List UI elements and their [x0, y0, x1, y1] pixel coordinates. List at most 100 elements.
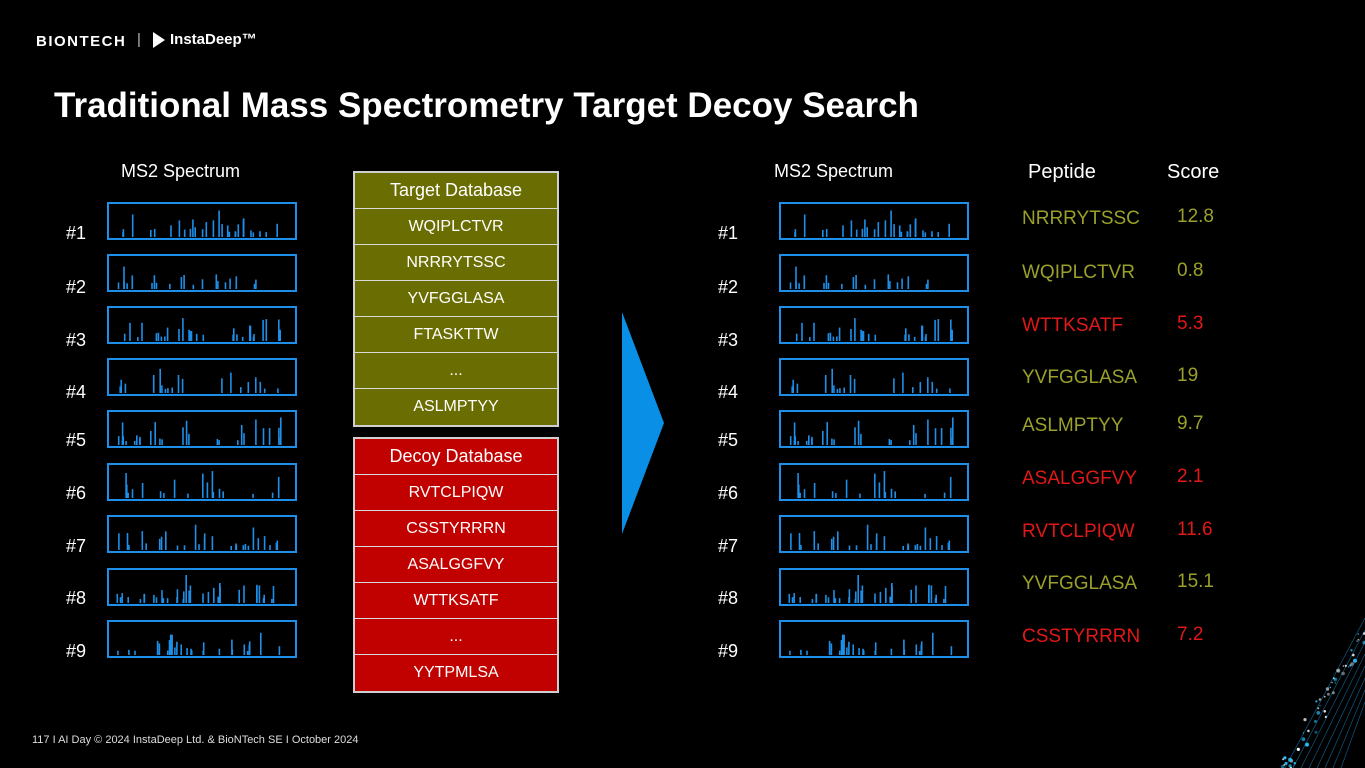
spectrum-row-label: #8: [718, 588, 739, 608]
particle-dot: [1331, 681, 1333, 684]
ms2-spectrum-plot: [779, 463, 969, 501]
particle-dot: [1326, 692, 1330, 696]
match-score: 2.1: [1177, 466, 1204, 487]
peptide-match: WTTKSATF: [1022, 315, 1123, 336]
spectrum-peaks: [117, 632, 281, 655]
particle-dot: [1314, 720, 1317, 723]
decoy-database: Decoy Database RVTCLPIQW CSSTYRRRN ASALG…: [353, 437, 559, 693]
spectrum-row-label: #3: [718, 330, 739, 350]
spectrum-row-label: #6: [718, 483, 739, 503]
spectrum-row-label: #4: [66, 382, 87, 402]
peptide-match: WQIPLCTVR: [1022, 262, 1135, 283]
decoy-db-item: YYTPMLSA: [355, 655, 557, 691]
ms2-spectrum-plot: [107, 254, 297, 292]
particle-dot: [1307, 729, 1310, 733]
target-db-item: NRRRYTSSC: [355, 245, 557, 281]
ms2-spectrum-plot: [107, 463, 297, 501]
particle-dot: [1303, 718, 1307, 722]
particle-dot: [1350, 649, 1353, 652]
particle-dot: [1341, 671, 1345, 676]
peptide-match: YVFGGLASA: [1022, 367, 1138, 388]
ms2-spectrum-plot: [779, 410, 969, 448]
instadeep-logo-text: InstaDeep™: [170, 31, 257, 48]
spectrum-row-label: #4: [718, 382, 739, 402]
spectrum-peaks: [789, 266, 929, 289]
decoy-db-item: CSSTYRRRN: [355, 511, 557, 547]
spectrum-peaks: [123, 318, 281, 341]
particle-line: [1292, 629, 1365, 768]
ms2-spectrum-plot: [107, 568, 297, 606]
peptide-match: CSSTYRRRN: [1022, 626, 1141, 647]
ms2-spectrum-plot: [107, 202, 297, 240]
particle-dot: [1334, 681, 1337, 684]
particle-dot: [1315, 700, 1318, 703]
right-arrow-icon: [622, 312, 664, 534]
footer-text: 117 I AI Day © 2024 InstaDeep Ltd. & Bio…: [32, 734, 359, 746]
particle-dot: [1297, 748, 1300, 751]
spectrum-peaks: [790, 524, 951, 550]
match-score: 0.8: [1177, 260, 1204, 281]
match-score: 19: [1177, 365, 1199, 386]
left-ms2-header: MS2 Spectrum: [121, 161, 241, 181]
particle-dot: [1288, 764, 1292, 768]
ms2-spectrum-plot: [779, 620, 969, 658]
decoy-db-item: WTTKSATF: [355, 583, 557, 619]
target-db-item: ...: [355, 353, 557, 389]
spectrum-row-label: #5: [718, 430, 739, 450]
right-ms2-header: MS2 Spectrum: [774, 161, 894, 181]
match-score: 9.7: [1177, 413, 1204, 434]
spectrum-row-label: #3: [66, 330, 87, 350]
particle-dot: [1282, 758, 1285, 761]
ms2-spectrum-plot: [107, 410, 297, 448]
spectrum-row-label: #9: [718, 641, 739, 661]
particle-dot: [1319, 704, 1321, 707]
spectrum-peaks: [789, 632, 953, 655]
ms2-spectrum-plot: [107, 620, 297, 658]
particle-line: [1300, 641, 1365, 768]
spectrum-row-label: #7: [66, 536, 87, 556]
target-database: Target Database WQIPLCTVR NRRRYTSSC YVFG…: [353, 171, 559, 427]
ms2-spectrum-plot: [779, 254, 969, 292]
spectrum-peaks: [125, 471, 280, 498]
ms2-spectrum-plot: [779, 202, 969, 240]
particle-dot: [1317, 707, 1320, 710]
spectrum-row-label: #6: [66, 483, 87, 503]
instadeep-logo: InstaDeep™: [153, 31, 257, 48]
spectrum-row-label: #2: [718, 277, 739, 297]
particle-dot: [1357, 633, 1360, 635]
peptide-match: NRRRYTSSC: [1022, 208, 1140, 229]
spectrum-peaks: [117, 417, 282, 445]
peptide-header: Peptide: [1028, 161, 1096, 183]
particle-line: [1324, 677, 1365, 768]
particle-dot: [1318, 698, 1322, 701]
particle-dot: [1350, 662, 1354, 666]
peptide-match: ASALGGFVY: [1022, 468, 1138, 489]
ms2-spectrum-plot: [107, 306, 297, 344]
score-header: Score: [1167, 161, 1220, 183]
spectrum-peaks: [118, 524, 279, 550]
particle-dot: [1283, 756, 1287, 760]
spectrum-row-label: #7: [718, 536, 739, 556]
particle-line: [1340, 701, 1365, 768]
match-score: 15.1: [1177, 571, 1214, 592]
decoy-database-header: Decoy Database: [355, 439, 557, 475]
particle-dot: [1333, 677, 1338, 682]
particle-dot: [1296, 747, 1300, 751]
ms2-spectrum-plot: [779, 568, 969, 606]
peptide-match: ASLMPTYY: [1022, 415, 1124, 436]
target-db-item: YVFGGLASA: [355, 281, 557, 317]
ms2-spectrum-plot: [779, 515, 969, 553]
match-score: 11.6: [1177, 519, 1213, 540]
particle-line: [1284, 617, 1365, 768]
particle-dot: [1348, 666, 1350, 668]
target-database-header: Target Database: [355, 173, 557, 209]
particle-dot: [1334, 678, 1336, 681]
spectrum-peaks: [116, 575, 275, 603]
spectrum-peaks: [122, 210, 278, 237]
peptide-match: YVFGGLASA: [1022, 573, 1138, 594]
particle-dot: [1342, 665, 1345, 667]
spectrum-peaks: [794, 210, 950, 237]
spectrum-peaks: [789, 417, 954, 445]
ms2-spectrum-plot: [779, 306, 969, 344]
spectrum-row-label: #1: [66, 223, 87, 243]
